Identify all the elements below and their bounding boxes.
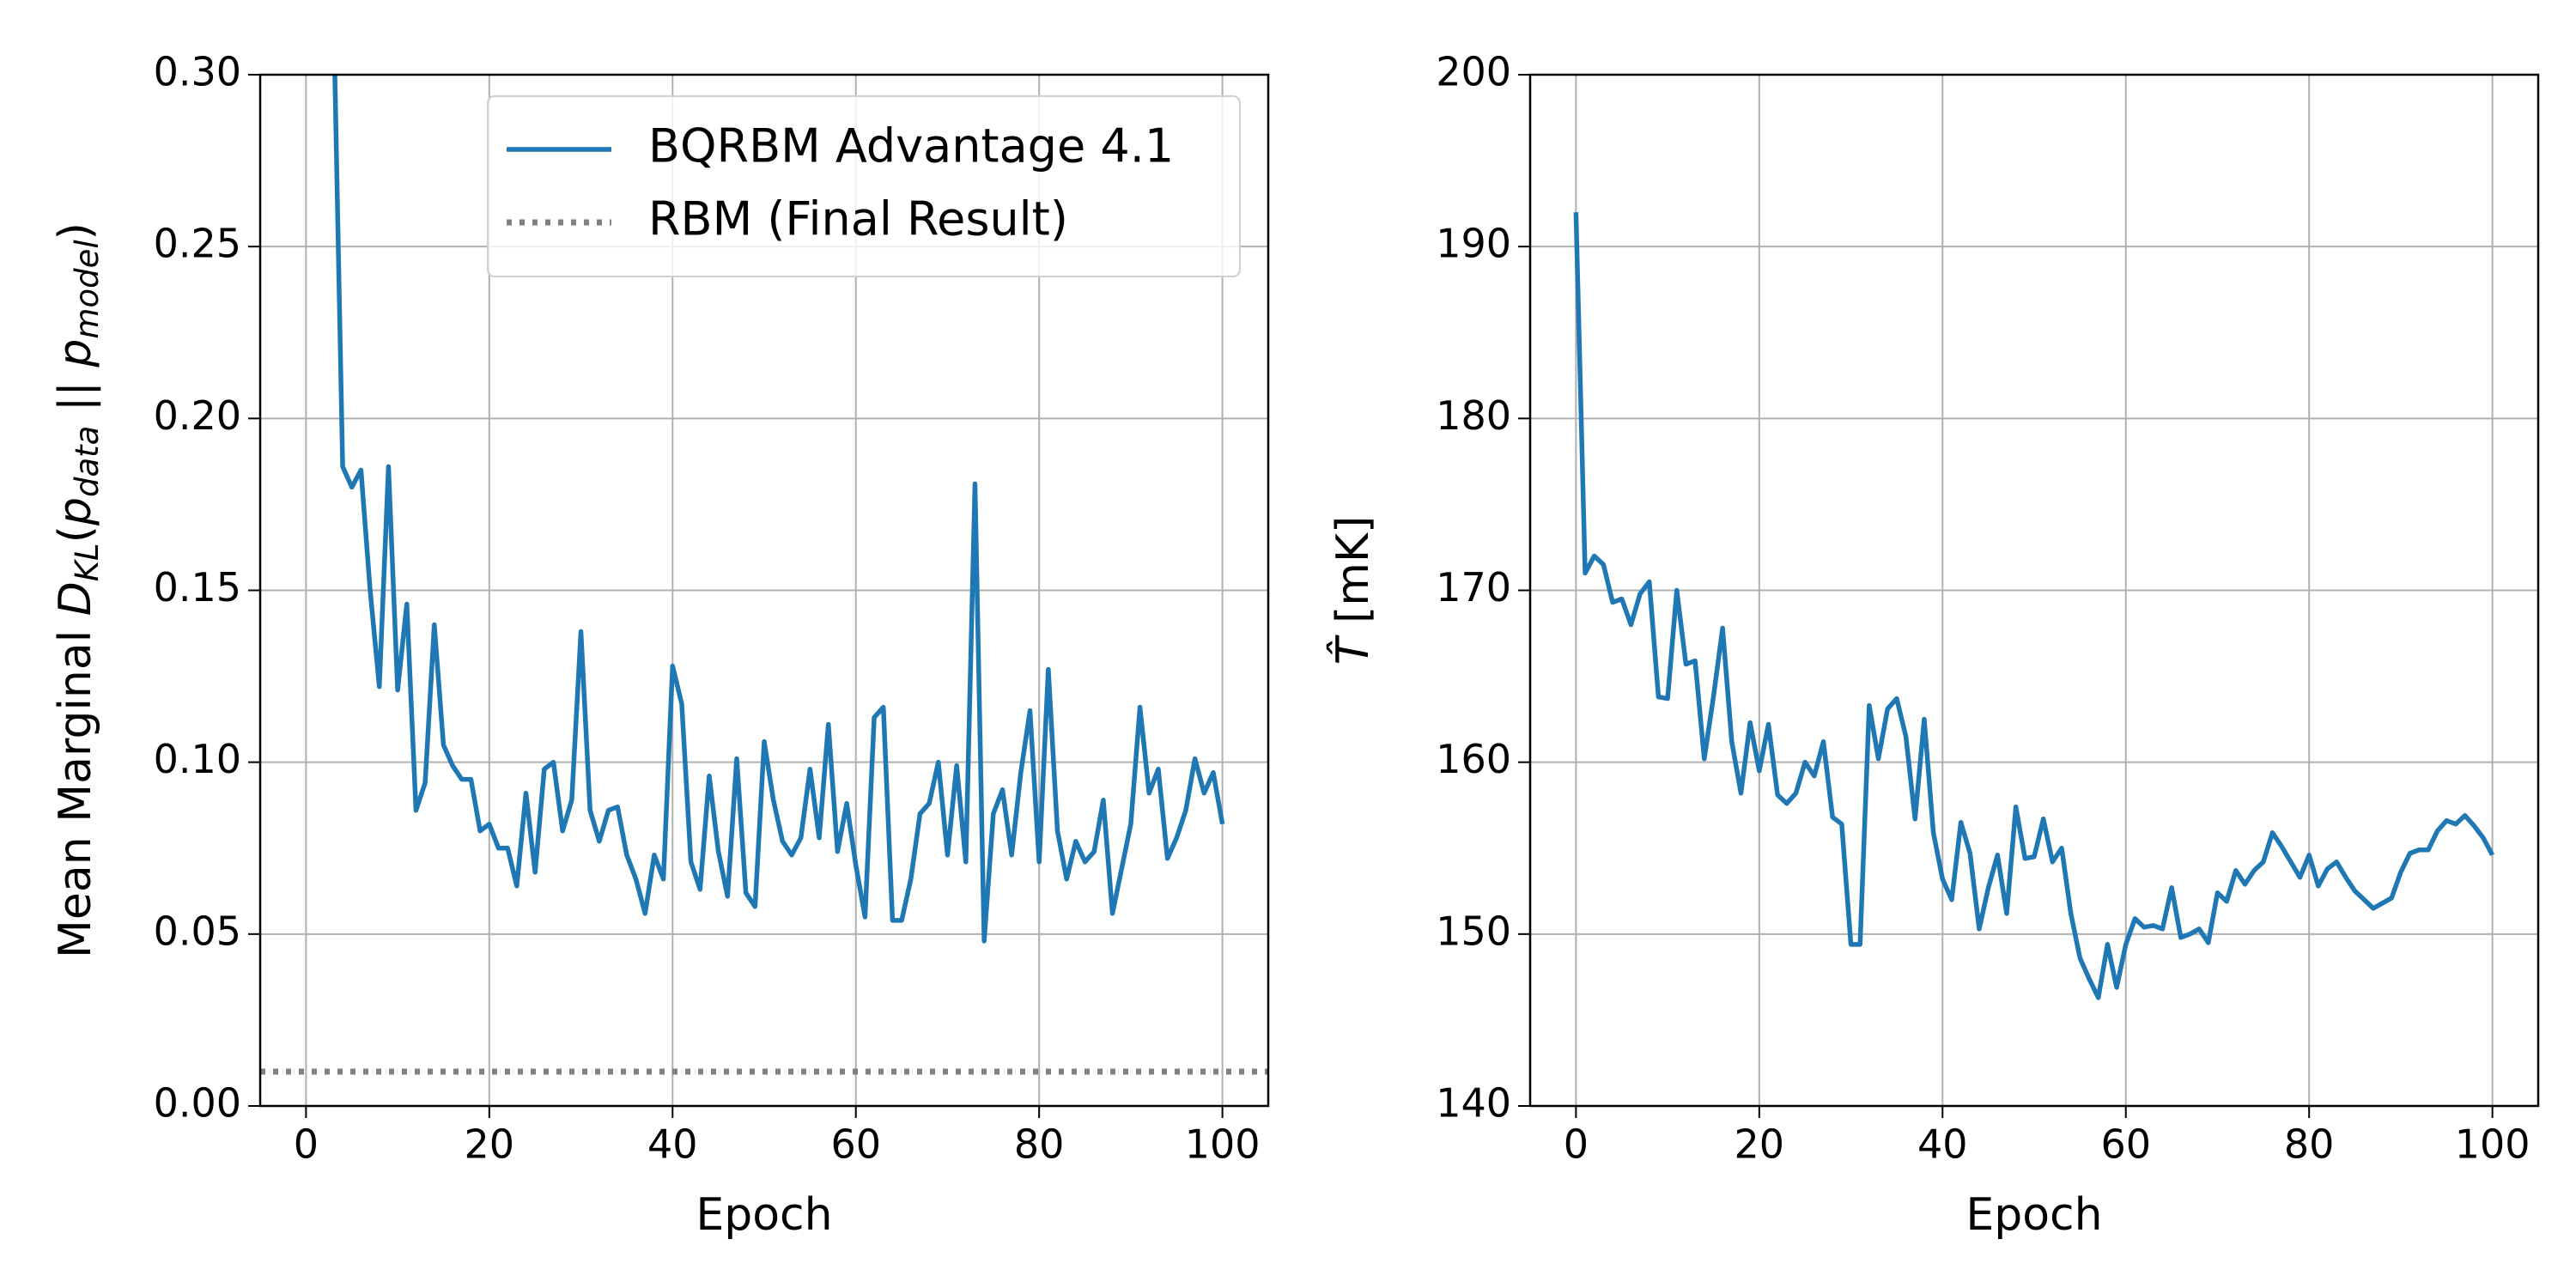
axes-frame	[1528, 73, 2540, 1108]
y-axis-label-part: KL	[69, 543, 106, 581]
y-axis-label-part: )	[50, 222, 101, 240]
y-tick-label: 0.15	[154, 564, 241, 611]
data-line	[332, 75, 1225, 944]
y-axis-label-part: ||	[50, 368, 101, 426]
legend-label: BQRBM Advantage 4.1	[648, 119, 1174, 173]
x-axis-label: Epoch	[1965, 1189, 2102, 1241]
y-axis-label: Mean Marginal DKL(pdata || pmodel)	[50, 222, 106, 958]
x-tick-label: 40	[1917, 1121, 1968, 1168]
axes-frame	[258, 73, 1270, 1108]
y-axis-label: T̂ [mK]	[1327, 516, 1379, 665]
y-tick-label: 200	[1436, 49, 1511, 95]
x-tick-label: 40	[647, 1121, 698, 1168]
x-tick-label: 100	[1185, 1121, 1261, 1168]
data-line	[1573, 212, 2495, 1000]
y-axis-label-part: T̂	[1327, 634, 1379, 665]
x-axis-label: Epoch	[696, 1189, 832, 1241]
y-tick-label: 190	[1436, 221, 1511, 267]
y-tick-label: 0.10	[154, 736, 241, 782]
x-tick-label: 80	[1014, 1121, 1065, 1168]
y-tick-label: 140	[1436, 1080, 1511, 1127]
x-tick-label: 60	[2100, 1121, 2151, 1168]
y-tick-label: 0.25	[154, 221, 241, 267]
y-axis-label-part: p	[50, 339, 101, 368]
y-axis-label-part: Mean Marginal	[50, 616, 101, 958]
y-axis-label-part: p	[50, 497, 101, 526]
x-tick-label: 0	[1564, 1121, 1589, 1168]
y-axis-label-part: [mK]	[1327, 516, 1379, 638]
y-tick-label: 150	[1436, 908, 1511, 954]
x-tick-label: 80	[2284, 1121, 2335, 1168]
plot-area	[1573, 212, 2495, 1000]
y-tick-label: 0.05	[154, 908, 241, 954]
plot-area	[260, 75, 1268, 1075]
x-tick-label: 100	[2455, 1121, 2530, 1168]
y-tick-label: 0.00	[154, 1080, 241, 1127]
legend-label: RBM (Final Result)	[648, 192, 1068, 246]
legend-box	[487, 95, 1241, 277]
x-tick-label: 20	[1735, 1121, 1785, 1168]
y-tick-label: 0.30	[154, 49, 241, 95]
y-tick-label: 180	[1436, 392, 1511, 439]
y-tick-label: 0.20	[154, 392, 241, 439]
y-tick-label: 170	[1436, 564, 1511, 611]
y-axis-label-part: D	[50, 581, 101, 616]
x-tick-label: 20	[465, 1121, 515, 1168]
y-axis-label-part: (	[50, 526, 101, 543]
y-axis-label-part: data	[69, 426, 106, 497]
y-tick-label: 160	[1436, 736, 1511, 782]
x-tick-label: 0	[294, 1121, 319, 1168]
y-axis-label-part: model	[69, 240, 106, 339]
x-tick-label: 60	[830, 1121, 881, 1168]
